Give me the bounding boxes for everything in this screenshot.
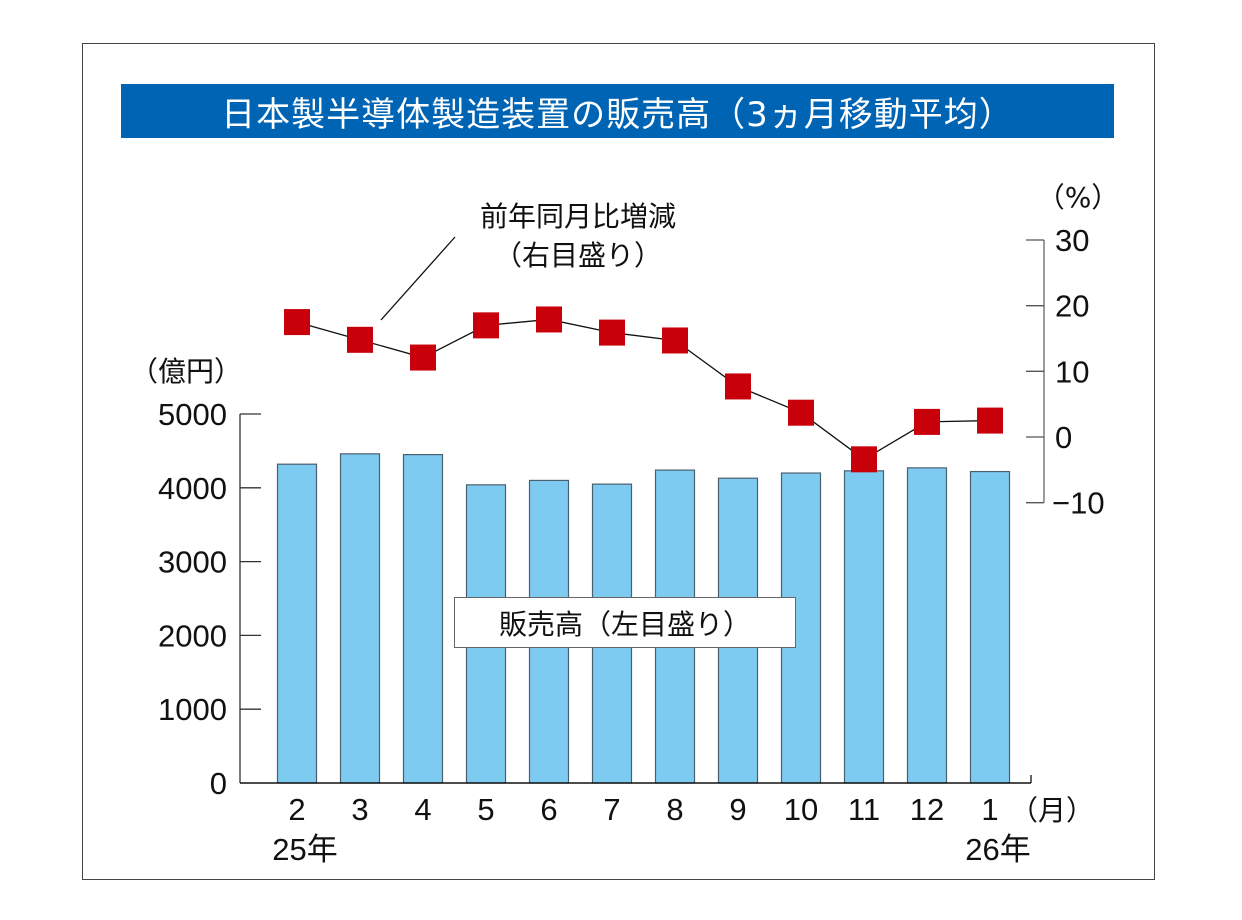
line-marker: [788, 399, 814, 426]
x-axis-tick-label: 5: [477, 792, 494, 827]
left-axis-tick-label: 4000: [158, 471, 227, 506]
right-axis-tick-label: 20: [1055, 289, 1089, 324]
line-series-path: [296, 318, 991, 461]
x-axis-year-label: 25年: [272, 832, 337, 867]
line-marker: [473, 312, 499, 339]
line-marker: [599, 319, 625, 346]
line-marker: [977, 407, 1003, 434]
line-series: [284, 306, 1003, 473]
x-axis-tick-label: 3: [351, 792, 368, 827]
x-axis: 2 3 4 5 6 7 8 9 10 11 12 1 25年 26年: [240, 775, 1032, 867]
bar: [843, 470, 885, 784]
line-marker: [284, 309, 310, 336]
left-axis-tick-label: 1000: [158, 692, 227, 727]
annotation-leader-line: [380, 236, 456, 321]
left-axis: 0 1000 2000 3000 4000 5000: [158, 397, 261, 801]
x-axis-tick-label: 10: [784, 792, 818, 827]
line-marker: [851, 446, 877, 473]
right-axis-unit: （%）: [1037, 181, 1120, 214]
line-marker: [410, 344, 436, 371]
left-axis-tick-label: 0: [210, 766, 227, 801]
right-axis-tick-label: −10: [1052, 486, 1105, 521]
line-marker: [347, 326, 373, 353]
left-axis-tick-label: 5000: [158, 397, 227, 432]
right-axis-tick-label: 0: [1055, 420, 1072, 455]
x-axis-tick-label: 7: [603, 792, 620, 827]
bar: [402, 453, 444, 784]
line-marker: [914, 408, 940, 435]
x-axis-tick-label: 8: [666, 792, 683, 827]
x-axis-tick-label: 1: [981, 792, 998, 827]
line-marker: [662, 327, 688, 354]
right-axis-tick-label: 30: [1055, 223, 1089, 258]
line-marker: [725, 373, 751, 400]
bar-series-label: 販売高（左目盛り）: [454, 597, 796, 648]
left-axis-tick-label: 3000: [158, 545, 227, 580]
left-axis-tick-label: 2000: [158, 618, 227, 653]
left-axis-unit: （億円）: [130, 355, 242, 388]
bar: [969, 470, 1011, 784]
x-axis-tick-label: 12: [910, 792, 944, 827]
right-axis-tick-label: 10: [1055, 354, 1089, 389]
chart-title: 日本製半導体製造装置の販売高（3ヵ月移動平均）: [121, 84, 1114, 138]
bar: [339, 453, 381, 784]
line-marker: [536, 306, 562, 333]
x-axis-tick-label: 6: [540, 792, 557, 827]
x-axis-year-label: 26年: [965, 832, 1030, 867]
right-axis: −10 0 10 20 30: [1026, 223, 1105, 521]
x-axis-tick-label: 11: [848, 792, 880, 827]
line-series-axis-note: （右目盛り）: [494, 239, 662, 272]
bar: [906, 467, 948, 784]
chart-frame: [82, 43, 1155, 880]
x-axis-tick-label: 4: [414, 792, 431, 827]
line-series-label: 前年同月比増減: [480, 200, 676, 233]
x-axis-tick-label: 9: [729, 792, 746, 827]
x-axis-unit: （月）: [1010, 794, 1094, 827]
bar: [276, 463, 318, 784]
x-axis-tick-label: 2: [288, 792, 305, 827]
